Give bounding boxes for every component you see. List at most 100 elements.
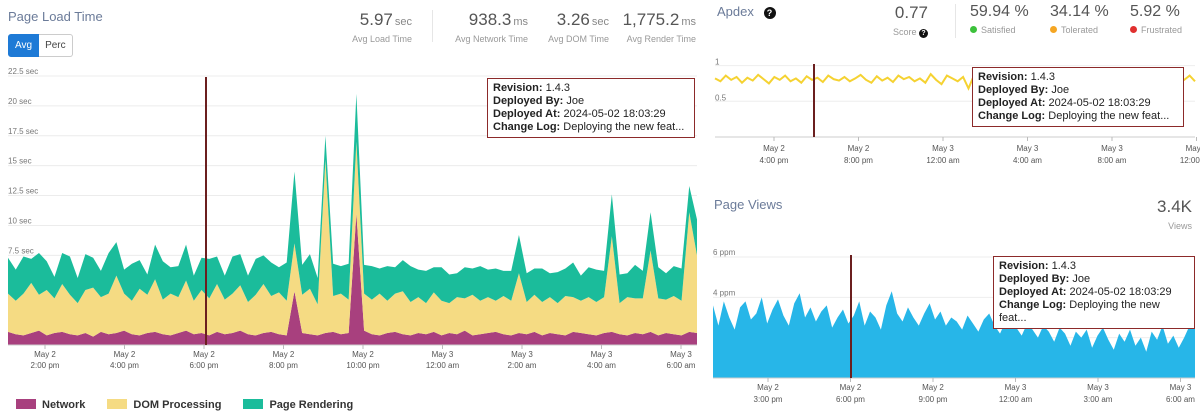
x-tick-time: 6:00 pm bbox=[836, 395, 865, 404]
avg-toggle-button[interactable]: Avg bbox=[8, 34, 40, 57]
legend-swatch bbox=[107, 399, 128, 409]
x-tick-time: 8:00 am bbox=[1098, 156, 1127, 165]
y-tick-label: 7.5 sec bbox=[8, 246, 34, 255]
page-load-legend: Network DOM Processing Page Rendering bbox=[16, 399, 353, 411]
stat-divider bbox=[955, 4, 956, 38]
stat-avg-render-time: 1,775.2 ms Avg Render Time bbox=[614, 10, 696, 44]
tooltip-change-log: Deploying the new feat... bbox=[563, 121, 685, 133]
x-tick-time: 12:00 am bbox=[426, 361, 460, 370]
x-tick-date: May 2 bbox=[352, 350, 374, 359]
legend-label: Page Rendering bbox=[269, 399, 354, 411]
dom-processing-area bbox=[8, 141, 697, 337]
apdex-score-value: 0.77 bbox=[894, 3, 928, 22]
x-tick-time: 6:00 am bbox=[1166, 395, 1195, 404]
apdex-tolerated: 34.14 % Tolerated bbox=[1050, 3, 1109, 35]
apdex-title-row: Apdex ? bbox=[717, 4, 776, 19]
legend-label: DOM Processing bbox=[133, 399, 222, 411]
legend-swatch bbox=[243, 399, 264, 409]
y-tick-label: 20 sec bbox=[8, 97, 32, 106]
y-tick-label: 6 ppm bbox=[713, 248, 736, 257]
tooltip-deployed-by: Joe bbox=[1051, 84, 1070, 96]
tooltip-deployed-at-label: Deployed At: bbox=[493, 108, 561, 120]
tooltip-change-log: Deploying the new feat... bbox=[1048, 110, 1170, 122]
stat-divider bbox=[432, 10, 433, 42]
help-icon[interactable]: ? bbox=[763, 7, 776, 19]
y-tick-label: 4 ppm bbox=[713, 288, 736, 297]
x-tick-date: May 2 bbox=[763, 144, 785, 153]
page-rendering-area bbox=[8, 93, 697, 305]
x-tick-date: May 2 bbox=[848, 144, 870, 153]
stat-label: Avg Render Time bbox=[626, 34, 696, 44]
x-tick-time: 4:00 am bbox=[1013, 156, 1042, 165]
tooltip-change-log-label: Change Log: bbox=[493, 121, 561, 133]
x-tick-time: 9:00 pm bbox=[919, 395, 948, 404]
help-icon[interactable]: ? bbox=[919, 29, 928, 38]
x-tick-time: 4:00 pm bbox=[110, 361, 139, 370]
apdex-chart: 1 0.5 May 2 4:00 pm May 2 8:00 pm May 3 12:00 a… bbox=[714, 58, 1200, 165]
frustrated-value: 5.92 % bbox=[1130, 3, 1180, 20]
x-tick-time: 4:00 pm bbox=[760, 156, 789, 165]
x-tick-time: 2:00 am bbox=[508, 361, 537, 370]
y-tick-label: 15 sec bbox=[8, 157, 32, 166]
x-tick-date: May 2 bbox=[922, 383, 944, 392]
tooltip-deployed-at: 2024-05-02 18:03:29 bbox=[563, 108, 666, 120]
page-views-area bbox=[713, 291, 1195, 378]
legend-item-network[interactable]: Network bbox=[16, 399, 85, 411]
page-views-title: Page Views bbox=[714, 197, 783, 212]
tooltip-revision: 1.4.3 bbox=[1030, 71, 1056, 83]
x-tick-time: 12:00 pm bbox=[1180, 156, 1200, 165]
perc-toggle-button[interactable]: Perc bbox=[39, 34, 73, 57]
x-tick-date: May 3 bbox=[511, 350, 533, 359]
stat-label: Avg Network Time bbox=[455, 34, 528, 44]
page-load-title: Page Load Time bbox=[8, 9, 103, 24]
tooltip-change-log-label: Change Log: bbox=[999, 299, 1067, 311]
apdex-satisfied: 59.94 % Satisfied bbox=[970, 3, 1029, 35]
network-area bbox=[8, 213, 697, 345]
stat-unit: ms bbox=[513, 16, 528, 28]
tooltip-deployed-at: 2024-05-02 18:03:29 bbox=[1069, 286, 1172, 298]
tooltip-deployed-by-label: Deployed By: bbox=[999, 273, 1070, 285]
x-tick-time: 12:00 am bbox=[999, 395, 1033, 404]
tolerated-dot-icon bbox=[1050, 26, 1057, 33]
legend-label: Network bbox=[42, 399, 86, 411]
x-tick-date: May 3 bbox=[1005, 383, 1027, 392]
x-tick-time: 6:00 pm bbox=[190, 361, 219, 370]
x-tick-time: 4:00 am bbox=[587, 361, 616, 370]
y-tick-label: 22.5 sec bbox=[8, 67, 38, 76]
x-tick-date: May 2 bbox=[193, 350, 215, 359]
tooltip-change-log: Deploying the new feat... bbox=[999, 299, 1160, 324]
stat-value: 1,775.2 bbox=[622, 10, 680, 29]
legend-item-dom-processing[interactable]: DOM Processing bbox=[107, 399, 221, 411]
x-tick-date: May 3 bbox=[1101, 144, 1123, 153]
stat-value: 3.26 bbox=[556, 10, 590, 29]
y-tick-label: 0.5 bbox=[715, 93, 727, 102]
y-tick-label: 17.5 sec bbox=[8, 127, 38, 136]
apdex-title: Apdex bbox=[717, 4, 754, 19]
x-tick-date: May 2 bbox=[114, 350, 136, 359]
apdex-score-label: Score bbox=[892, 27, 917, 37]
x-tick-time: 2:00 pm bbox=[31, 361, 60, 370]
legend-item-page-rendering[interactable]: Page Rendering bbox=[243, 399, 353, 411]
tooltip-deployed-by: Joe bbox=[566, 95, 585, 107]
x-tick-date: May 3 bbox=[591, 350, 613, 359]
legend-swatch bbox=[16, 399, 36, 409]
tolerated-label: Tolerated bbox=[1061, 25, 1099, 35]
tooltip-deployed-at-label: Deployed At: bbox=[999, 286, 1067, 298]
x-tick-time: 8:00 pm bbox=[269, 361, 298, 370]
apdex-score: 0.77 Score ? bbox=[860, 3, 928, 38]
stat-avg-network-time: 938.3 ms Avg Network Time bbox=[440, 10, 528, 44]
tooltip-deployed-at: 2024-05-02 18:03:29 bbox=[1048, 97, 1151, 109]
x-tick-date: May 3 bbox=[1170, 383, 1192, 392]
x-tick-date: May 3 bbox=[432, 350, 454, 359]
page-views-value: 3.4K bbox=[1157, 197, 1192, 216]
x-tick-date: May 2 bbox=[757, 383, 779, 392]
x-tick-date: May 2 bbox=[840, 383, 862, 392]
tolerated-value: 34.14 % bbox=[1050, 3, 1109, 20]
x-tick-time: 6:00 am bbox=[667, 361, 696, 370]
deploy-tooltip: Revision: 1.4.3 Deployed By: Joe Deploye… bbox=[487, 78, 695, 138]
tooltip-revision: 1.4.3 bbox=[1051, 260, 1077, 272]
tooltip-revision: 1.4.3 bbox=[545, 82, 571, 94]
tooltip-revision-label: Revision: bbox=[978, 71, 1028, 83]
y-tick-label: 1 bbox=[715, 58, 720, 67]
tooltip-deployed-by: Joe bbox=[1072, 273, 1091, 285]
